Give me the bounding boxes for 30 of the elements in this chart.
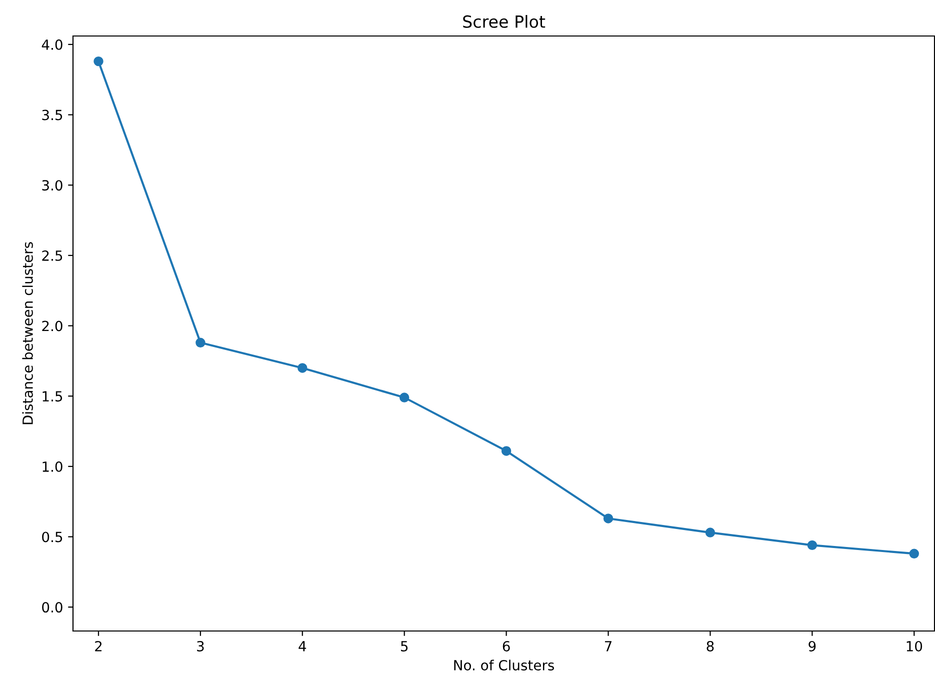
point — [807, 540, 818, 550]
x-tick-label: 7 — [604, 641, 612, 652]
x-tick-label: 5 — [401, 641, 408, 652]
x-tick-label: 8 — [706, 640, 714, 652]
y-tick-label: 2.5 — [42, 250, 62, 261]
x-axis-title: No. of Clusters — [454, 660, 554, 670]
point — [94, 56, 104, 66]
chart-title: Scree Plot — [463, 15, 546, 28]
y-tick-label: 1.5 — [42, 391, 62, 402]
point — [399, 392, 410, 402]
y-tick-label: 1.0 — [42, 461, 62, 472]
point — [501, 446, 512, 456]
y-tick-label: 3.5 — [42, 110, 62, 120]
y-tick-label: 2.0 — [42, 320, 62, 332]
y-axis-title: Distance between clusters — [22, 242, 33, 424]
y-tick-label: 0.5 — [42, 532, 62, 542]
point — [909, 548, 920, 558]
point — [196, 338, 206, 348]
x-tick-label: 4 — [298, 641, 306, 652]
x-tick-label: 9 — [808, 640, 816, 652]
x-tick-label: 2 — [95, 640, 102, 652]
x-tick-label: 3 — [197, 640, 204, 652]
y-tick-label: 0.0 — [42, 602, 62, 613]
point — [298, 363, 308, 373]
point — [603, 514, 614, 524]
y-tick-label: 3.0 — [42, 180, 62, 191]
point — [705, 528, 716, 538]
y-tick-label: 4.0 — [42, 39, 62, 50]
x-tick-label: 10 — [906, 640, 922, 652]
x-tick-label: 6 — [502, 640, 510, 652]
